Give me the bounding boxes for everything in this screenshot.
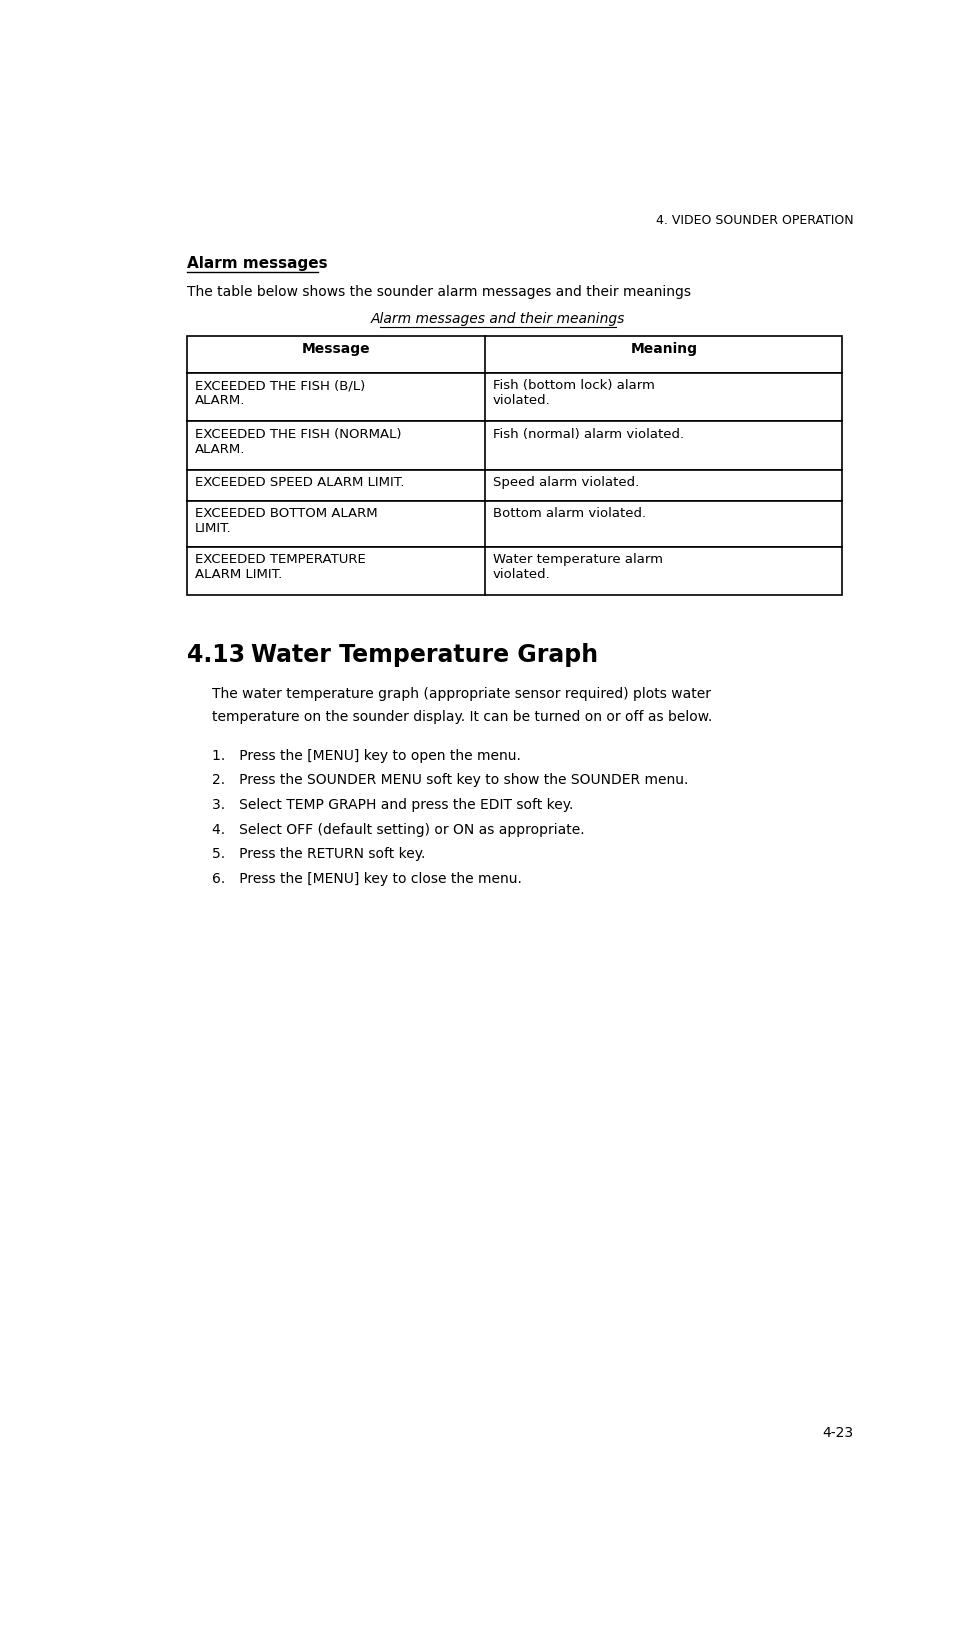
Text: EXCEEDED THE FISH (NORMAL)
ALARM.: EXCEEDED THE FISH (NORMAL) ALARM. (195, 428, 401, 455)
Text: EXCEEDED TEMPERATURE
ALARM LIMIT.: EXCEEDED TEMPERATURE ALARM LIMIT. (195, 553, 365, 581)
Text: EXCEEDED THE FISH (B/L)
ALARM.: EXCEEDED THE FISH (B/L) ALARM. (195, 379, 365, 406)
Text: 4. VIDEO SOUNDER OPERATION: 4. VIDEO SOUNDER OPERATION (656, 214, 853, 227)
Text: Fish (normal) alarm violated.: Fish (normal) alarm violated. (493, 428, 684, 441)
Text: EXCEEDED BOTTOM ALARM
LIMIT.: EXCEEDED BOTTOM ALARM LIMIT. (195, 506, 378, 535)
Text: Speed alarm violated.: Speed alarm violated. (493, 477, 640, 490)
Text: Water Temperature Graph: Water Temperature Graph (251, 641, 598, 666)
Bar (188, 501, 843, 547)
Text: EXCEEDED SPEED ALARM LIMIT.: EXCEEDED SPEED ALARM LIMIT. (195, 477, 404, 490)
Text: 4.13: 4.13 (188, 641, 246, 666)
Text: Alarm messages and their meanings: Alarm messages and their meanings (371, 312, 625, 326)
Text: Alarm messages: Alarm messages (188, 256, 328, 271)
Bar (188, 547, 843, 596)
Text: The table below shows the sounder alarm messages and their meanings: The table below shows the sounder alarm … (188, 284, 691, 299)
Text: Message: Message (302, 343, 370, 356)
Bar (188, 470, 843, 501)
Text: 1.  Press the [MENU] key to open the menu.: 1. Press the [MENU] key to open the menu… (212, 749, 521, 762)
Text: 2.  Press the SOUNDER MENU soft key to show the SOUNDER menu.: 2. Press the SOUNDER MENU soft key to sh… (212, 774, 688, 787)
Text: Water temperature alarm
violated.: Water temperature alarm violated. (493, 553, 663, 581)
Text: Meaning: Meaning (630, 343, 697, 356)
Bar (188, 423, 843, 470)
Bar (188, 336, 843, 374)
Text: 3.  Select TEMP GRAPH and press the EDIT soft key.: 3. Select TEMP GRAPH and press the EDIT … (212, 798, 573, 811)
Bar (188, 374, 843, 423)
Text: 4-23: 4-23 (822, 1425, 853, 1439)
Text: 5.  Press the RETURN soft key.: 5. Press the RETURN soft key. (212, 847, 426, 860)
Text: Fish (bottom lock) alarm
violated.: Fish (bottom lock) alarm violated. (493, 379, 655, 406)
Text: 4.  Select OFF (default setting) or ON as appropriate.: 4. Select OFF (default setting) or ON as… (212, 823, 585, 836)
Text: Bottom alarm violated.: Bottom alarm violated. (493, 506, 646, 519)
Text: The water temperature graph (appropriate sensor required) plots water: The water temperature graph (appropriate… (212, 687, 712, 700)
Text: 6.  Press the [MENU] key to close the menu.: 6. Press the [MENU] key to close the men… (212, 871, 522, 886)
Text: temperature on the sounder display. It can be turned on or off as below.: temperature on the sounder display. It c… (212, 710, 712, 725)
